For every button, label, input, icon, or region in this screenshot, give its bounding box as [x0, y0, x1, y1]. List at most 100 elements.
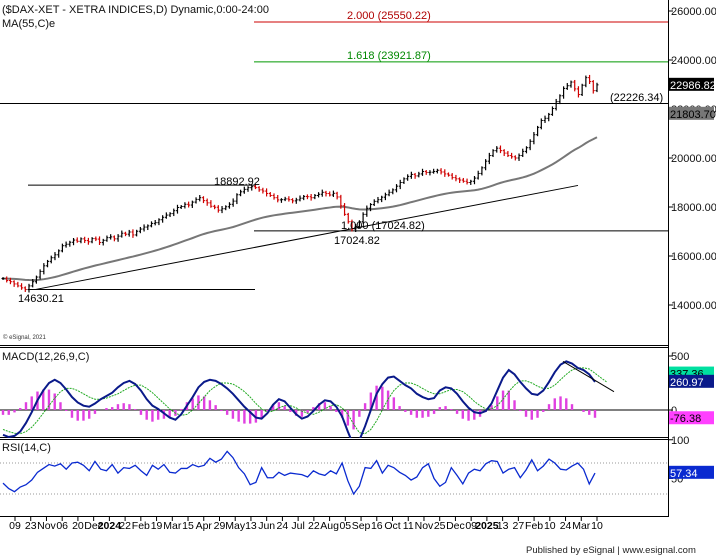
x-tick-label: 15 [182, 520, 194, 532]
signal-value-label: 260.97 [670, 377, 704, 389]
macd-histogram-bar [588, 410, 591, 415]
macd-histogram-bar [335, 410, 338, 412]
macd-histogram-bar [116, 404, 120, 410]
macd-histogram-bar [398, 406, 401, 410]
macd-histogram-bar [105, 408, 108, 410]
macd-histogram-bar [151, 410, 154, 422]
macd-histogram-bar [179, 409, 183, 410]
price-y-tick-label: 14000.00 [671, 300, 716, 312]
x-tick-label: 22 [119, 520, 131, 532]
macd-title: MACD(12,26,9,C) [2, 351, 89, 363]
axes-layer: 26000.0024000.0022000.0020000.0018000.00… [9, 6, 716, 532]
macd-histogram-bar [122, 403, 125, 410]
macd-line [2, 360, 596, 438]
macd-histogram-bar [1, 410, 5, 415]
price-annotation: 18892.92 [214, 176, 260, 188]
macd-histogram-bar [93, 410, 97, 414]
price-panel: 2.000 (25550.22) 1.618 (23921.87) (22226.3… [0, 10, 668, 305]
macd-histogram-bar [507, 390, 510, 410]
macd-histogram-bar [352, 410, 355, 430]
macd-trend-line [562, 360, 615, 393]
macd-histogram-bar [24, 402, 28, 410]
x-tick-label: 13 [245, 520, 257, 532]
macd-histogram-bar [208, 400, 212, 410]
macd-histogram-bar [404, 410, 407, 412]
x-tick-label: 20 [72, 520, 84, 532]
macd-histogram-bar [375, 385, 378, 410]
macd-histogram-bar [392, 397, 396, 410]
macd-histogram-bar [593, 410, 597, 418]
macd-histogram-bar [76, 410, 79, 421]
histogram-value-label: -76.38 [670, 413, 701, 425]
macd-histogram-bar [47, 389, 51, 410]
macd-histogram-bar [202, 396, 206, 410]
macd-panel [0, 360, 668, 438]
x-tick-label: May [225, 520, 246, 532]
x-tick-label: 13 [497, 520, 509, 532]
footer-credit: Published by eSignal | www.esignal.com [526, 545, 696, 556]
price-y-tick-label: 18000.00 [671, 202, 716, 214]
macd-histogram-bar [260, 410, 263, 419]
x-tick-label: Dec [84, 520, 103, 532]
x-tick-label: Nov [37, 520, 56, 532]
macd-histogram-bar [530, 410, 533, 420]
macd-histogram-bar [225, 410, 229, 415]
x-tick-label: Nov [415, 520, 434, 532]
macd-histogram-bar [214, 405, 217, 410]
macd-histogram-bar [133, 409, 137, 410]
x-tick-label: Apr [196, 520, 213, 532]
x-tick-label: Feb [132, 520, 150, 532]
x-tick-label: 29 [214, 520, 226, 532]
macd-histogram-bar [191, 398, 194, 410]
x-tick-label: 23 [25, 520, 37, 532]
macd-histogram-bar [381, 386, 384, 410]
macd-histogram-bar [409, 410, 413, 415]
macd-histogram-bar [473, 410, 476, 420]
price-annotation: (22226.34) [610, 92, 663, 104]
macd-histogram-bar [363, 403, 367, 410]
macd-histogram-bar [277, 402, 281, 410]
x-tick-label: 27 [513, 520, 525, 532]
x-tick-label: Jul [291, 520, 304, 532]
macd-histogram-bar [13, 410, 16, 413]
macd-histogram-bar [570, 404, 574, 410]
macd-y-tick-label: 0 [671, 405, 677, 417]
macd-histogram-bar [19, 408, 22, 410]
rsi-value-label: 57.34 [670, 468, 698, 480]
x-tick-label: Feb [525, 520, 543, 532]
x-tick-label: 22 [308, 520, 320, 532]
macd-histogram-bar [42, 389, 45, 410]
ma55-value-label: 21803.70 [670, 109, 716, 121]
x-tick-label: 06 [56, 520, 68, 532]
macd-histogram-bar [553, 398, 556, 410]
rsi-panel [0, 450, 668, 496]
macd-histogram-bar [536, 410, 539, 418]
trend-line [34, 184, 579, 291]
panel-frames [0, 0, 669, 517]
macd-histogram-bar [289, 410, 292, 412]
x-tick-label: 24 [277, 520, 289, 532]
macd-histogram-bar [329, 406, 332, 410]
signal-value-label-box [669, 374, 714, 388]
macd-histogram-bar [415, 410, 419, 418]
macd-histogram-bar [220, 410, 223, 411]
macd-histogram-bar [323, 402, 327, 410]
macd-histogram-bar [519, 410, 522, 411]
macd-histogram-bar [197, 395, 200, 410]
x-tick-label: 05 [339, 520, 351, 532]
x-tick-label: 09 [465, 520, 477, 532]
macd-histogram-bar [111, 407, 114, 410]
macd-histogram-bar [231, 410, 235, 419]
macd-histogram-bar [346, 410, 350, 426]
macd-histogram-bar [427, 410, 430, 417]
rsi-value-label-box [669, 465, 714, 479]
macd-histogram-bar [455, 410, 459, 414]
macd-histogram-bar [450, 409, 453, 410]
x-tick-label: Mar [163, 520, 182, 532]
price-annotation: 1.000 (17024.82) [341, 220, 425, 232]
macd-histogram-bar [248, 410, 252, 424]
ma55-line [2, 136, 598, 282]
price-annotation: 1.618 (23921.87) [347, 50, 431, 62]
macd-histogram-bar [524, 410, 528, 417]
x-tick-label: 11 [403, 520, 414, 532]
